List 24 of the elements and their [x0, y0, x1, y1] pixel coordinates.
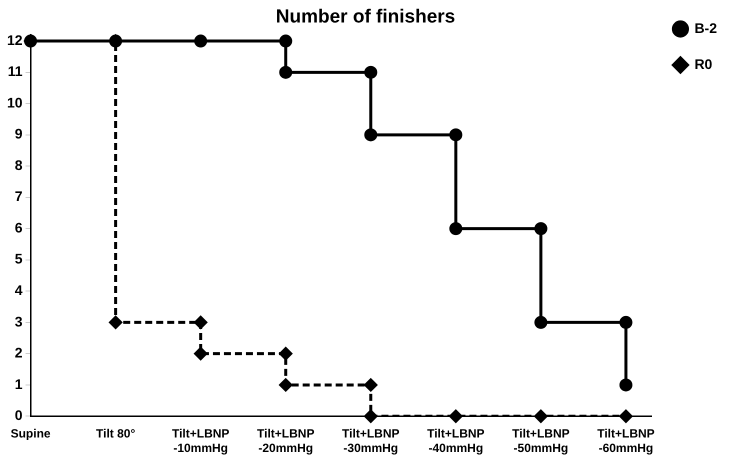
legend-label: B-2	[694, 20, 718, 36]
y-tick-label: 11	[8, 63, 23, 80]
x-tick-label: Tilt+LBNP -30mmHg	[342, 426, 400, 456]
legend-label: R0	[694, 56, 713, 72]
x-tick-label: Supine	[10, 426, 51, 441]
y-tick-label: 10	[6, 94, 23, 110]
y-tick-label: 1	[14, 376, 23, 392]
y-tick-label: 8	[14, 156, 23, 173]
y-tick-label: 9	[14, 126, 23, 142]
y-tick-label: 3	[14, 313, 23, 330]
y-tick-label: 6	[14, 219, 23, 236]
x-tick-label: Tilt+LBNP -60mmHg	[597, 426, 655, 456]
x-tick-label: Tilt+LBNP -20mmHg	[256, 426, 314, 456]
y-tick-label: 7	[14, 188, 23, 204]
y-tick-label: 12	[6, 32, 23, 48]
y-tick-label: 0	[14, 407, 23, 424]
x-tick-label: Tilt 80°	[96, 426, 136, 441]
x-tick-label: Tilt+LBNP -10mmHg	[172, 426, 230, 456]
chart-title: Number of finishers	[276, 6, 456, 28]
x-tick-label: Tilt+LBNP -40mmHg	[427, 426, 485, 456]
x-tick-label: Tilt+LBNP -50mmHg	[512, 426, 570, 456]
y-tick-label: 2	[14, 344, 23, 361]
y-tick-label: 4	[14, 282, 23, 298]
y-tick-label: 5	[14, 250, 23, 267]
